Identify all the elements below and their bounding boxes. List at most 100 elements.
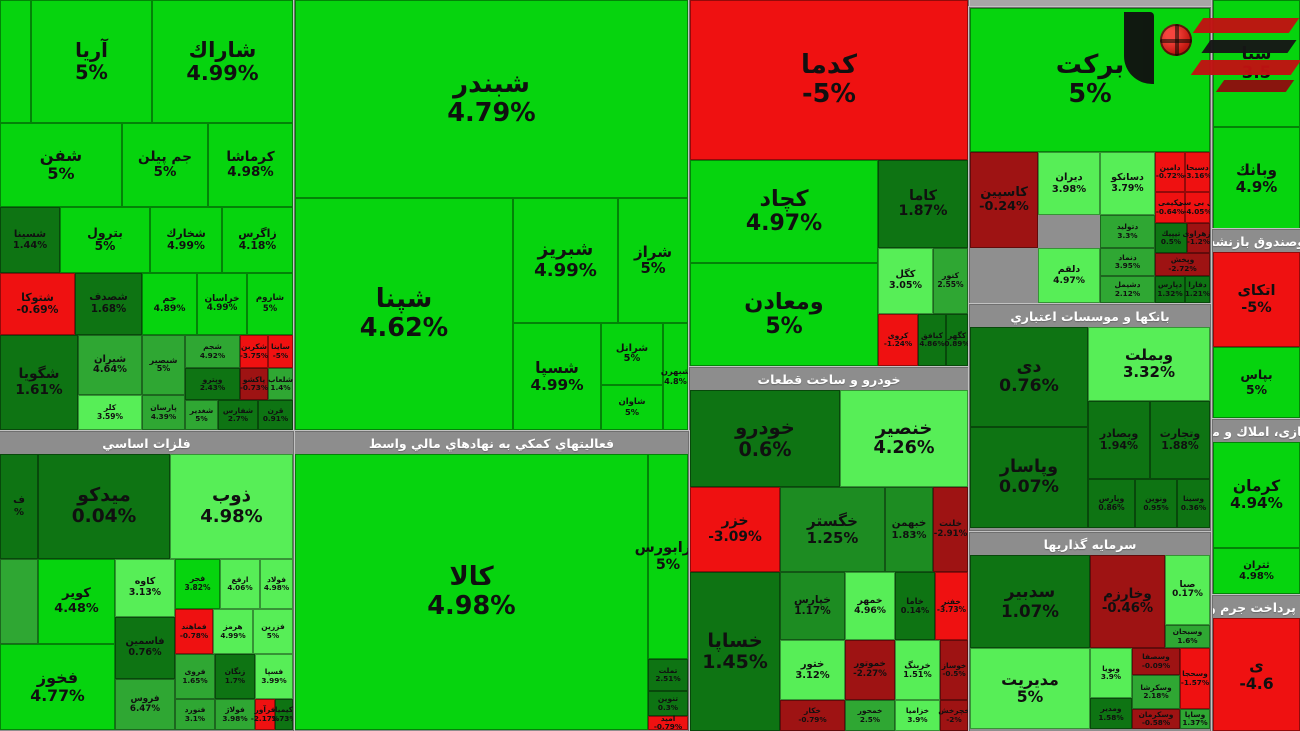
treemap-tile-زنگان[interactable] [215,654,255,699]
treemap-tile-وبملت[interactable] [1088,327,1210,401]
treemap-tile-وپاسار[interactable] [970,427,1088,528]
treemap-tile-قرن[interactable] [258,400,293,430]
treemap-tile-كبافق[interactable] [918,314,946,366]
treemap-tile-فولاژ[interactable] [215,699,255,730]
treemap-tile-وپخش[interactable] [1155,253,1210,276]
treemap-tile-خلنت[interactable] [933,487,968,572]
treemap-tile-وسبحان[interactable] [1165,625,1210,648]
treemap-tile-شصدف[interactable] [75,273,142,335]
treemap-tile-جم[interactable] [142,273,197,335]
treemap-tile-خموتور[interactable] [845,640,895,700]
treemap-tile-شلعاب[interactable] [268,368,293,400]
treemap-tile-شبهرن[interactable] [663,323,688,430]
treemap-tile-خفنر[interactable] [935,572,968,640]
treemap-tile-شفن[interactable] [0,123,122,207]
treemap-tile-شبصیر[interactable] [142,335,185,395]
treemap-tile-وسكرشا[interactable] [1132,675,1180,709]
treemap-tile[interactable] [0,0,31,123]
treemap-tile-ذوب[interactable] [170,454,293,559]
treemap-tile-خپارس[interactable] [780,572,845,640]
treemap-tile-شبریز[interactable] [513,198,618,323]
treemap-tile-وبویا[interactable] [1090,648,1132,698]
treemap-tile-كنور[interactable] [933,248,968,314]
treemap-tile-كرماشا[interactable] [208,123,293,207]
treemap-tile-شرانل[interactable] [601,323,663,385]
treemap-tile-فماهند[interactable] [175,609,213,654]
treemap-tile-پارسان[interactable] [142,395,185,430]
treemap-tile-ومعادن[interactable] [690,263,878,366]
treemap-tile-كگل[interactable] [878,248,933,314]
treemap-tile-بركت[interactable] [970,8,1210,152]
treemap-tile-ومدیر[interactable] [1090,698,1132,729]
treemap-tile-شسینا[interactable] [0,207,60,273]
treemap-tile-تنوین[interactable] [648,691,688,716]
treemap-tile-فروی[interactable] [175,654,215,699]
treemap-tile-كدما[interactable] [690,0,968,160]
treemap-tile-شاروم[interactable] [247,273,293,335]
treemap-tile-فرابورس[interactable] [648,454,688,659]
treemap-tile-دزهراوی[interactable] [1187,223,1210,253]
treemap-tile-دفارا[interactable] [1185,276,1210,303]
treemap-tile-خبهمن[interactable] [885,487,933,572]
treemap-tile-خزر[interactable] [690,487,780,572]
treemap-tile-وسكرمان[interactable] [1132,709,1180,729]
treemap-tile-فجر[interactable] [175,559,220,609]
treemap-tile-كرمان[interactable] [1213,442,1300,548]
treemap-tile-دشیمل[interactable] [1100,276,1155,303]
treemap-tile-ساینا[interactable] [268,335,293,368]
treemap-tile-خساپا[interactable] [690,572,780,731]
treemap-tile-اتكای[interactable] [1213,252,1300,347]
treemap-tile-دپارس[interactable] [1155,276,1185,303]
treemap-tile-كویر[interactable] [38,559,115,644]
treemap-tile-وتجارت[interactable] [1150,401,1210,479]
treemap-tile-دیران[interactable] [1038,152,1100,215]
treemap-tile-شاوان[interactable] [601,385,663,430]
treemap-tile-كاما[interactable] [878,160,968,248]
treemap-tile-خنصیر[interactable] [840,390,968,487]
treemap-tile-آریا[interactable] [31,0,152,123]
treemap-tile-دنماد[interactable] [1100,248,1155,276]
treemap-tile-فروس[interactable] [115,679,175,730]
treemap-tile-كالا[interactable] [295,454,648,730]
treemap-tile-میدكو[interactable] [38,454,170,559]
treemap-tile-پاكشو[interactable] [240,368,268,400]
treemap-tile-شخارك[interactable] [150,207,222,273]
treemap-tile-صبا[interactable] [1165,555,1210,625]
treemap-tile-دتولید[interactable] [1100,215,1155,248]
treemap-tile-وپارس[interactable] [1088,479,1135,528]
treemap-tile-وپترو[interactable] [185,368,240,400]
treemap-tile-فزرین[interactable] [253,609,293,654]
treemap-tile-خكار[interactable] [780,700,845,731]
treemap-tile-وبانك[interactable] [1213,127,1300,230]
treemap-tile-شغدیر[interactable] [185,400,218,430]
treemap-tile-خرینگ[interactable] [895,640,940,700]
treemap-tile-خراسان[interactable] [197,273,247,335]
treemap-tile-كاوه[interactable] [115,559,175,617]
treemap-tile-كچاد[interactable] [690,160,878,263]
treemap-tile-شتوكا[interactable] [0,273,75,335]
treemap-tile-خچرخش[interactable] [940,700,968,731]
treemap-tile-جم پیلن[interactable] [122,123,208,207]
treemap-tile-شفارس[interactable] [218,400,258,430]
treemap-tile-ختور[interactable] [780,640,845,700]
treemap-tile-شراز[interactable] [618,198,688,323]
treemap-tile-فنورد[interactable] [175,699,215,730]
treemap-tile-فسپا[interactable] [255,654,293,699]
treemap-tile[interactable] [0,559,38,644]
treemap-tile-ستا[interactable] [1213,0,1300,127]
treemap-tile-تیپیك[interactable] [1155,223,1187,253]
treemap-tile-فخوز[interactable] [0,644,115,730]
treemap-tile-كی بی سی[interactable] [1185,192,1210,223]
treemap-tile-شسپا[interactable] [513,323,601,430]
treemap-tile-خمحور[interactable] [845,700,895,731]
treemap-tile-خگستر[interactable] [780,487,885,572]
treemap-tile-دكیمی[interactable] [1155,192,1185,223]
treemap-tile-خودرو[interactable] [690,390,840,487]
treemap-tile-ارفع[interactable] [220,559,260,609]
treemap-tile-دلقم[interactable] [1038,248,1100,303]
treemap-tile-خوساز[interactable] [940,640,968,700]
treemap-tile-خزامیا[interactable] [895,700,940,731]
treemap-tile-وساپا[interactable] [1180,709,1210,729]
treemap-tile-سدبیر[interactable] [970,555,1090,648]
treemap-tile-ثتران[interactable] [1213,548,1300,594]
